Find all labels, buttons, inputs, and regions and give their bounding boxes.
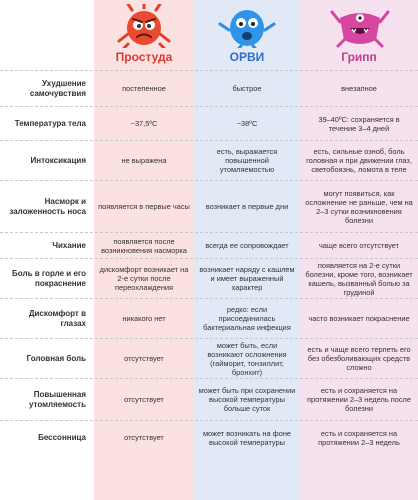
cell-flu: есть, сильные озноб, боль головная и при… bbox=[306, 147, 412, 174]
table-row: Дискомфорт в глазах никакого нет редко: … bbox=[0, 298, 418, 338]
cell-flu: есть и сохраняется на протяжении 2–3 нед… bbox=[318, 428, 400, 447]
flu-column-background bbox=[300, 0, 418, 500]
row-label: Чихание bbox=[52, 240, 86, 250]
header: Простуда ОРВИ Грипп bbox=[0, 0, 418, 68]
table-row: Ухудшение самочувствия постепенное быстр… bbox=[0, 70, 418, 106]
cell-cold: постепенное bbox=[122, 84, 166, 93]
cell-orvi: возникает в первые дни bbox=[205, 202, 289, 211]
cell-cold: отсутствует bbox=[124, 395, 164, 404]
row-label: Боль в горле и его покраснение bbox=[12, 268, 86, 288]
table-row: Боль в горле и его покраснение дискомфор… bbox=[0, 258, 418, 298]
cell-orvi: может быть при сохранении высокой темпер… bbox=[198, 386, 296, 413]
cell-flu: часто возникает покраснение bbox=[308, 314, 410, 323]
column-title-orvi: ОРВИ bbox=[229, 50, 265, 64]
row-label: Насморк и заложенность носа bbox=[9, 196, 86, 216]
table-row: Насморк и заложенность носа появляется в… bbox=[0, 180, 418, 232]
row-label: Дискомфорт в глазах bbox=[28, 308, 86, 328]
row-label: Интоксикация bbox=[30, 155, 86, 165]
column-title-flu: Грипп bbox=[341, 50, 377, 64]
row-label: Бессонница bbox=[38, 432, 86, 442]
red-virus-mascot-icon bbox=[117, 4, 171, 48]
table-row: Головная боль отсутствует может быть, ес… bbox=[0, 338, 418, 378]
row-label: Головная боль bbox=[26, 353, 86, 363]
blue-virus-mascot-icon bbox=[218, 10, 276, 48]
pink-virus-mascot-icon bbox=[330, 10, 390, 48]
orvi-column-background bbox=[194, 0, 300, 500]
cell-flu: 39–40ºС: сохраняется в течение 3–4 дней bbox=[318, 114, 400, 133]
cell-flu: чаще всего отсутствует bbox=[318, 241, 400, 250]
cell-flu: появляется на 2-е сутки болезни, кроме т… bbox=[305, 260, 413, 297]
row-label: Температура тела bbox=[14, 118, 86, 128]
cell-orvi: есть, выражается повышенной утомляемость… bbox=[216, 147, 278, 174]
cold-column-background bbox=[94, 0, 194, 500]
row-label: Ухудшение самочувствия bbox=[29, 78, 86, 98]
cell-flu: есть и чаще всего терпеть его без обезбо… bbox=[307, 345, 411, 372]
cell-cold: не выражена bbox=[121, 156, 167, 165]
cell-flu: могут появиться, как осложнение не раньш… bbox=[305, 188, 413, 225]
cell-cold: ~37,5ºС bbox=[130, 119, 158, 128]
cell-orvi: быстрое bbox=[232, 84, 262, 93]
table-row: Бессонница отсутствует может возникать н… bbox=[0, 420, 418, 454]
table-row: Повышенная утомляемость отсутствует може… bbox=[0, 378, 418, 420]
comparison-table: Ухудшение самочувствия постепенное быстр… bbox=[0, 70, 418, 454]
cell-flu: внезапное bbox=[341, 84, 377, 93]
table-row: Чихание появляется после возникновения н… bbox=[0, 232, 418, 258]
cell-cold: никакого нет bbox=[122, 314, 166, 323]
cell-cold: отсутствует bbox=[124, 433, 164, 442]
cell-cold: появляется после возникновения насморка bbox=[101, 236, 187, 255]
cell-cold: дискомфорт возникает на 2-е сутки после … bbox=[99, 265, 189, 292]
table-row: Интоксикация не выражена есть, выражаетс… bbox=[0, 140, 418, 180]
cell-orvi: возникает наряду с кашлем и имеет выраже… bbox=[199, 265, 295, 292]
row-label: Повышенная утомляемость bbox=[28, 389, 86, 409]
column-title-cold: Простуда bbox=[115, 50, 173, 64]
table-row: Температура тела ~37,5ºС ~38ºС 39–40ºС: … bbox=[0, 106, 418, 140]
cell-cold: появляется в первые часы bbox=[98, 202, 190, 211]
cell-orvi: ~38ºС bbox=[236, 119, 258, 128]
cell-orvi: может быть, если возникают осложнения (г… bbox=[207, 340, 287, 377]
cell-orvi: может возникать на фоне высокой температ… bbox=[202, 428, 292, 447]
cell-flu: есть и сохраняется на протяжении 2–3 нед… bbox=[307, 386, 411, 413]
cell-cold: отсутствует bbox=[124, 354, 164, 363]
cell-orvi: всегда ее сопровождает bbox=[205, 241, 289, 250]
cell-orvi: редко: если присоединилась бактериальная… bbox=[203, 305, 291, 332]
